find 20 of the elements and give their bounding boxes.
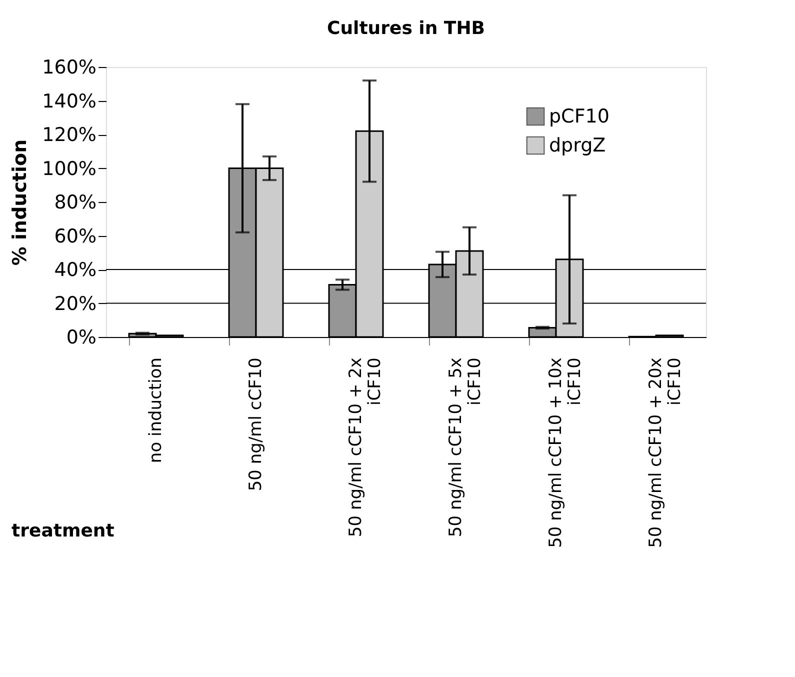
y-tick-label: 0%: [66, 326, 96, 348]
x-tick-label: 50 ng/ml cCF10: [246, 358, 266, 492]
x-tick-label: 50 ng/ml cCF10 + 2x iCF10: [346, 358, 385, 538]
y-tick-label: 160%: [42, 56, 96, 78]
y-tick-label: 20%: [54, 292, 96, 315]
x-tick-label: 50 ng/ml cCF10 + 5x iCF10: [446, 358, 485, 538]
x-tick-label: 50 ng/ml cCF10 + 20x iCF10: [646, 358, 685, 548]
y-tick-label: 60%: [54, 225, 96, 248]
legend-label: dprgZ: [549, 134, 606, 156]
chart-title: Cultures in THB: [327, 18, 485, 39]
y-axis-title: % induction: [9, 139, 32, 266]
x-tick-label: 50 ng/ml cCF10 + 10x iCF10: [546, 358, 585, 548]
x-tick-label: no induction: [146, 358, 166, 464]
y-tick-label: 100%: [42, 158, 96, 180]
x-axis-title: treatment: [12, 520, 115, 542]
y-tick-label: 80%: [54, 192, 96, 214]
y-tick-label: 120%: [42, 124, 96, 146]
legend-label: pCF10: [549, 106, 610, 128]
y-tick-label: 140%: [42, 90, 96, 112]
y-tick-label: 40%: [54, 259, 96, 281]
